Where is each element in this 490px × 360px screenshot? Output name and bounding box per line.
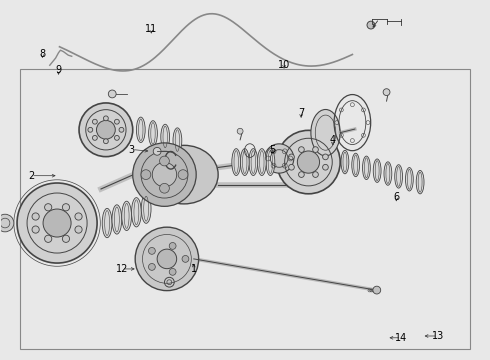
Circle shape <box>265 144 294 173</box>
Ellipse shape <box>363 156 370 180</box>
Ellipse shape <box>405 167 413 191</box>
Text: 8: 8 <box>39 49 46 59</box>
Circle shape <box>103 116 108 121</box>
Circle shape <box>289 165 294 170</box>
Ellipse shape <box>112 205 122 234</box>
Circle shape <box>148 247 155 254</box>
Circle shape <box>160 156 170 166</box>
Text: 13: 13 <box>432 331 444 341</box>
Bar <box>21 69 469 348</box>
Ellipse shape <box>257 149 266 175</box>
Text: 2: 2 <box>28 171 34 181</box>
Ellipse shape <box>241 149 249 175</box>
Ellipse shape <box>173 128 182 153</box>
Circle shape <box>289 154 294 160</box>
Text: 4: 4 <box>330 135 336 145</box>
Circle shape <box>45 204 52 211</box>
Circle shape <box>115 119 120 124</box>
Text: 10: 10 <box>278 59 290 69</box>
Circle shape <box>237 128 243 134</box>
Ellipse shape <box>102 208 112 238</box>
Text: 1: 1 <box>191 264 197 274</box>
Circle shape <box>383 89 390 95</box>
Text: 9: 9 <box>55 64 62 75</box>
Text: 11: 11 <box>145 24 157 34</box>
Ellipse shape <box>416 170 424 194</box>
Circle shape <box>75 213 82 220</box>
Circle shape <box>297 151 319 173</box>
Text: 6: 6 <box>393 192 399 202</box>
Circle shape <box>43 209 71 237</box>
Circle shape <box>298 172 304 177</box>
Ellipse shape <box>122 201 131 230</box>
Circle shape <box>133 143 196 206</box>
Circle shape <box>367 21 375 29</box>
Ellipse shape <box>161 124 170 150</box>
Ellipse shape <box>352 153 360 177</box>
Circle shape <box>75 226 82 233</box>
Circle shape <box>88 127 93 132</box>
Ellipse shape <box>148 121 157 146</box>
Circle shape <box>119 127 124 132</box>
Ellipse shape <box>384 162 392 185</box>
Circle shape <box>169 243 176 249</box>
Circle shape <box>79 103 133 157</box>
Circle shape <box>135 227 198 291</box>
Circle shape <box>17 183 97 263</box>
Text: 7: 7 <box>298 108 304 118</box>
Circle shape <box>108 90 116 98</box>
Circle shape <box>178 170 188 180</box>
Text: 3: 3 <box>129 144 135 154</box>
Circle shape <box>148 264 155 270</box>
Circle shape <box>152 162 177 187</box>
Circle shape <box>157 249 177 269</box>
Text: 12: 12 <box>116 264 128 274</box>
Circle shape <box>277 130 340 194</box>
Ellipse shape <box>131 198 141 227</box>
Circle shape <box>160 183 170 193</box>
Circle shape <box>115 135 120 140</box>
Circle shape <box>153 147 161 155</box>
Ellipse shape <box>311 109 340 156</box>
Circle shape <box>93 135 98 140</box>
Ellipse shape <box>266 149 275 175</box>
Circle shape <box>32 226 39 233</box>
Circle shape <box>93 119 98 124</box>
Circle shape <box>62 204 70 211</box>
Circle shape <box>45 235 52 242</box>
Circle shape <box>0 214 14 232</box>
Text: 14: 14 <box>395 333 407 343</box>
Circle shape <box>298 147 304 152</box>
Text: 5: 5 <box>269 144 275 154</box>
Circle shape <box>32 213 39 220</box>
Circle shape <box>373 286 381 294</box>
Circle shape <box>169 269 176 275</box>
Circle shape <box>322 165 328 170</box>
Circle shape <box>103 139 108 144</box>
Circle shape <box>313 147 318 152</box>
Ellipse shape <box>141 194 151 223</box>
Circle shape <box>62 235 70 242</box>
Circle shape <box>141 170 151 180</box>
Circle shape <box>97 120 115 139</box>
Ellipse shape <box>373 159 381 183</box>
Ellipse shape <box>136 117 145 143</box>
Circle shape <box>313 172 318 177</box>
Circle shape <box>182 256 189 262</box>
Ellipse shape <box>341 150 349 174</box>
Circle shape <box>322 154 328 160</box>
Ellipse shape <box>395 165 403 188</box>
Ellipse shape <box>150 145 218 204</box>
Ellipse shape <box>249 149 258 175</box>
Ellipse shape <box>232 149 241 175</box>
